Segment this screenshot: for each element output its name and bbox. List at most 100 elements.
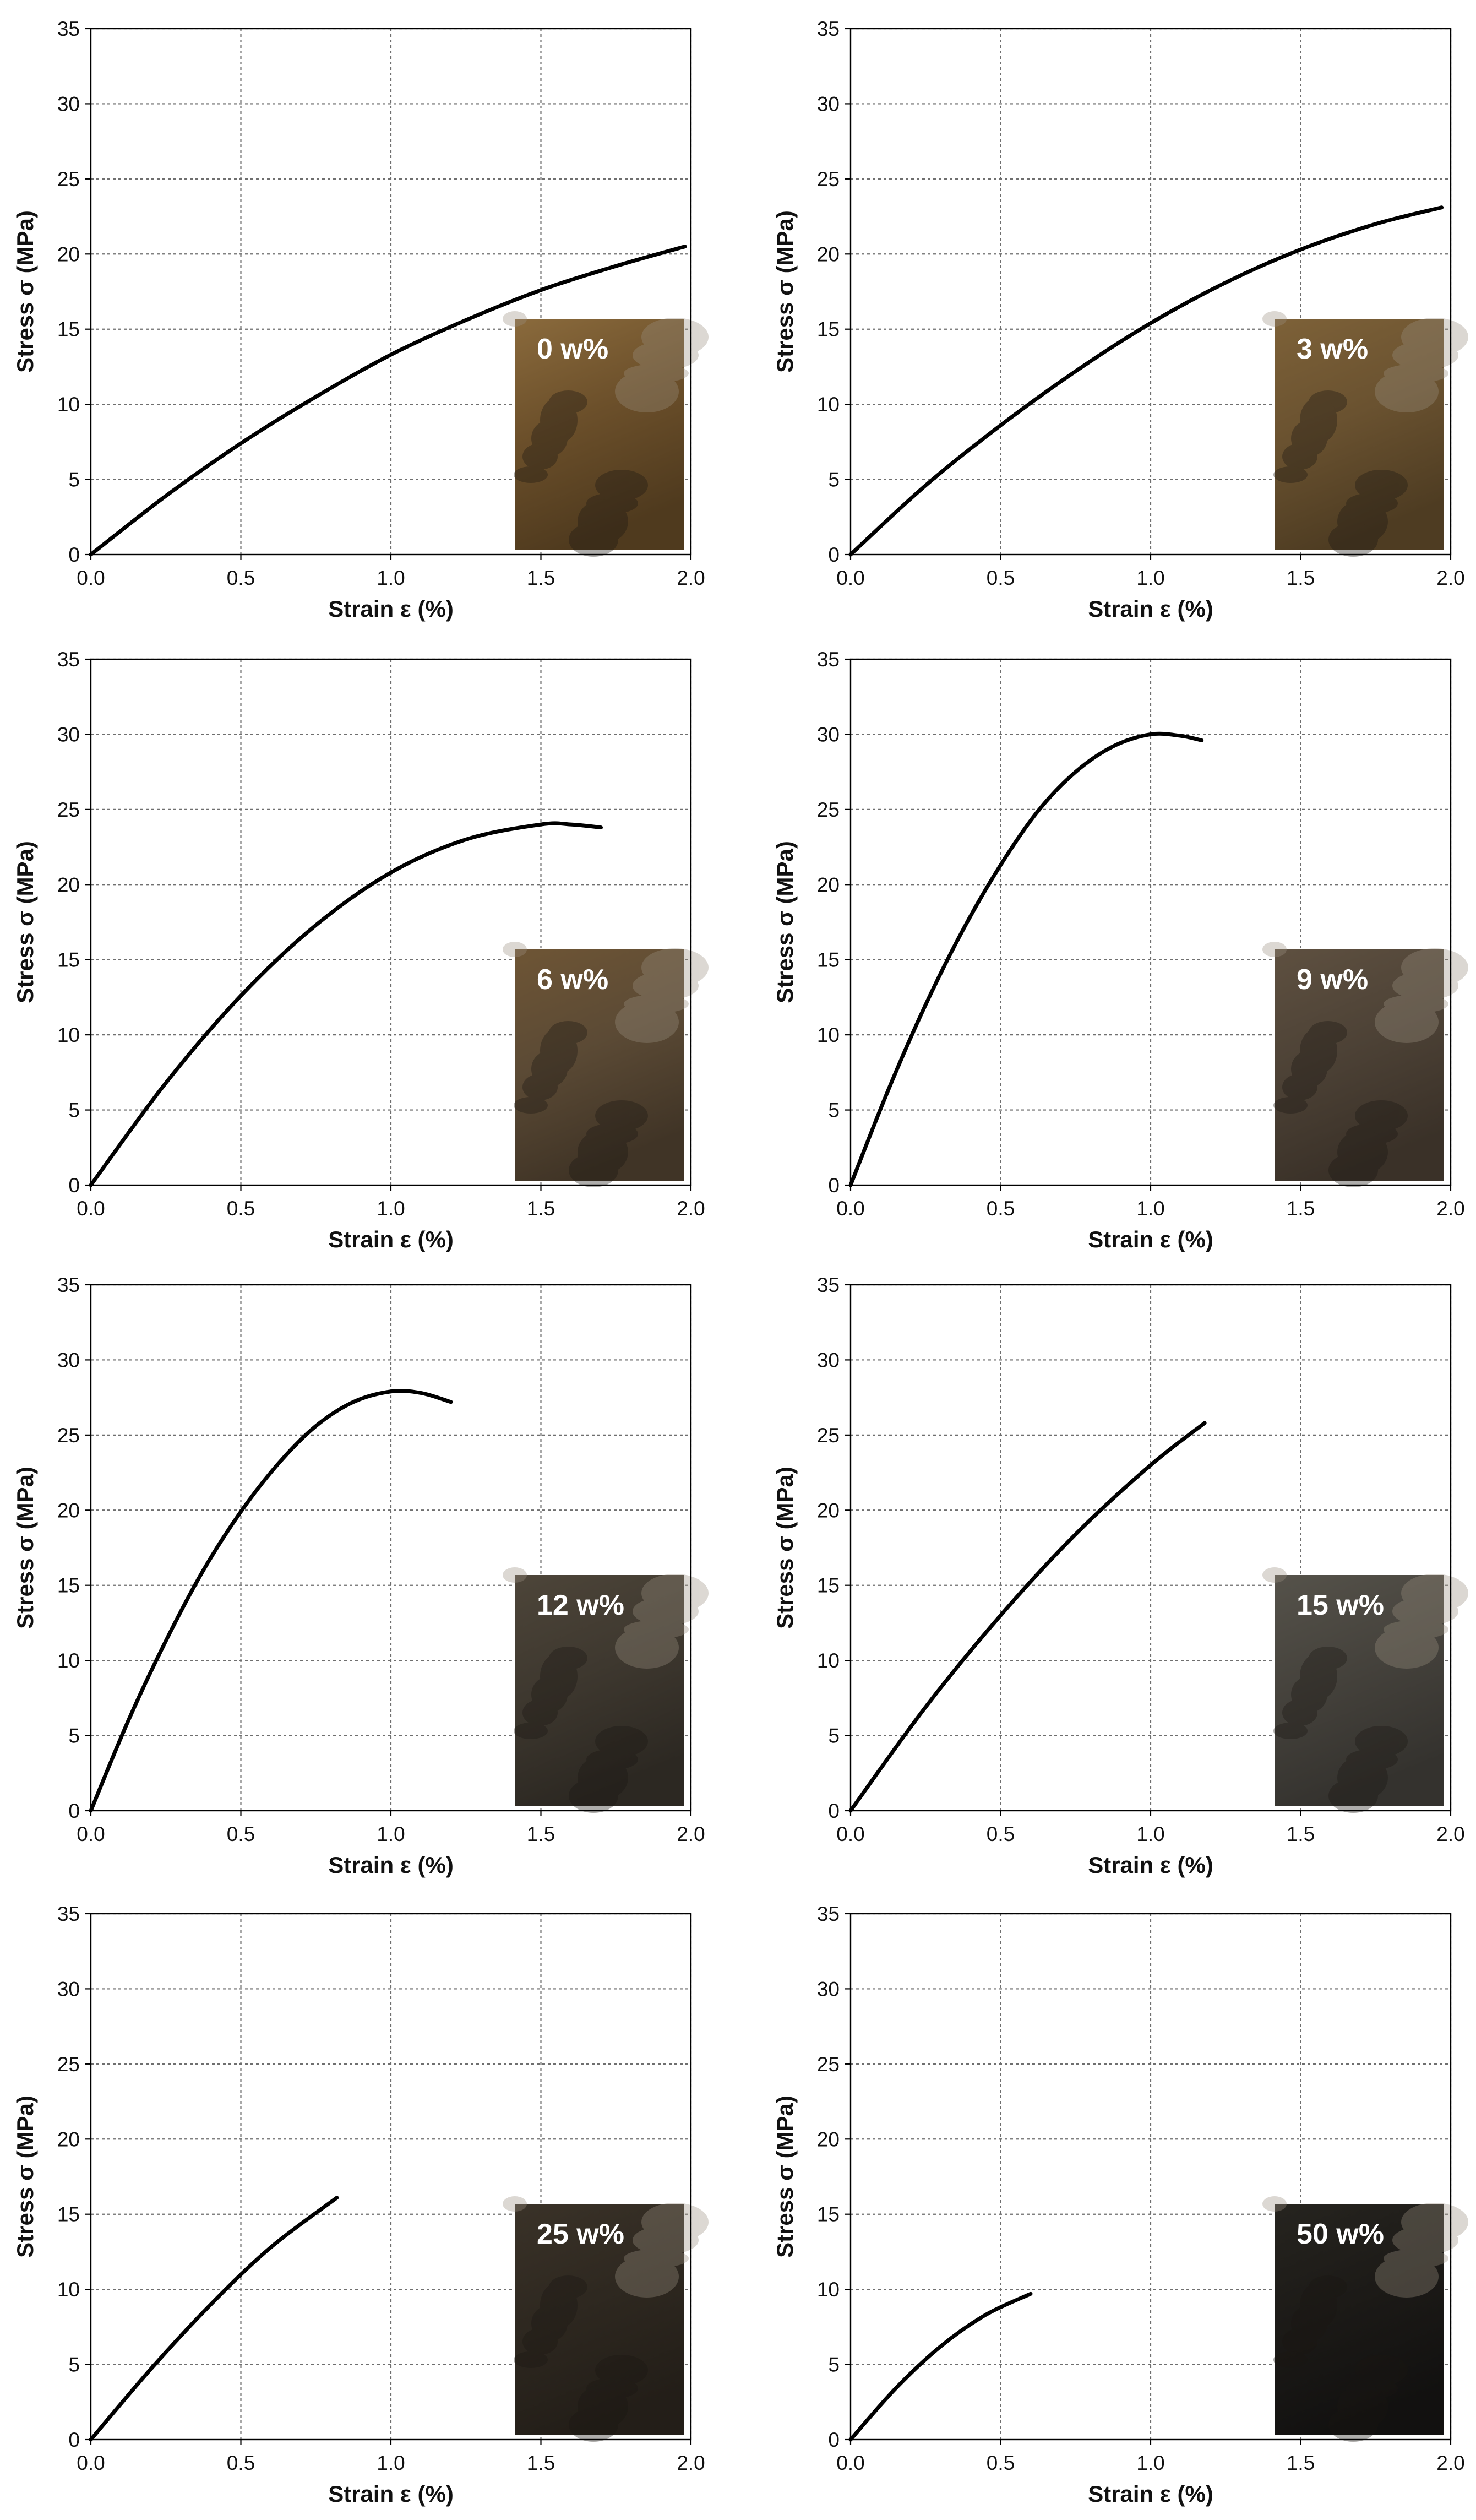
x-tick-label: 1.5: [527, 1823, 555, 1845]
y-axis-title: Stress σ (MPa): [772, 210, 798, 373]
texture-blot: [641, 1574, 709, 1612]
x-tick-label: 1.5: [1287, 2452, 1315, 2474]
texture-blot: [586, 1749, 638, 1770]
y-tick-label: 30: [817, 93, 840, 115]
texture-blot: [641, 948, 709, 987]
sample-photo-texture: [1262, 2196, 1468, 2442]
y-tick-label: 15: [57, 318, 80, 341]
content-label: 0 w%: [537, 333, 608, 365]
y-tick-label: 10: [57, 1024, 80, 1046]
x-tick-label: 1.0: [1136, 2452, 1164, 2474]
y-tick-label: 20: [57, 243, 80, 265]
x-tick-label: 1.5: [1287, 567, 1315, 589]
x-tick-label: 1.5: [1287, 1823, 1315, 1845]
texture-blot: [1392, 341, 1458, 370]
y-axis-title: Stress σ (MPa): [772, 2095, 798, 2258]
stress-strain-curve: [848, 205, 1444, 557]
y-tick-label: 35: [57, 1274, 80, 1296]
sample-photo-inset: [515, 319, 684, 550]
x-tick-label: 2.0: [1436, 1823, 1464, 1845]
y-tick-label: 35: [817, 1903, 840, 1925]
y-axis-title: Stress σ (MPa): [772, 1467, 798, 1629]
texture-blot: [1273, 1723, 1308, 1739]
y-tick-label: 30: [817, 1978, 840, 2000]
x-tick-label: 0.5: [987, 1197, 1015, 1220]
x-tick-label: 0.5: [987, 567, 1015, 589]
texture-blot: [1309, 1021, 1347, 1044]
texture-blot: [540, 2282, 578, 2328]
texture-blot: [514, 2351, 548, 2368]
texture-blot: [1328, 1153, 1378, 1187]
texture-blot: [633, 341, 699, 370]
texture-blot: [1282, 443, 1317, 470]
stress-strain-curve: [89, 1389, 453, 1813]
y-tick-label: 35: [57, 18, 80, 40]
texture-blot: [1355, 470, 1408, 501]
texture-blot: [1346, 2378, 1398, 2399]
texture-blot: [514, 466, 548, 483]
texture-blot: [615, 1001, 679, 1043]
texture-blot: [624, 1620, 689, 1639]
texture-blot: [522, 2328, 558, 2355]
texture-blot: [503, 942, 527, 957]
texture-blot: [549, 1021, 587, 1044]
y-axis-title: Stress σ (MPa): [772, 841, 798, 1003]
texture-blot: [1384, 1620, 1448, 1639]
y-tick-label: 5: [68, 469, 80, 491]
y-tick-label: 30: [57, 723, 80, 746]
x-tick-label: 2.0: [1436, 2452, 1464, 2474]
texture-blot: [1300, 1653, 1337, 1699]
texture-blot: [1337, 499, 1388, 544]
texture-blot: [1337, 2385, 1388, 2429]
x-tick-label: 1.0: [1136, 1197, 1164, 1220]
x-tick-label: 2.0: [677, 567, 705, 589]
texture-blot: [1346, 1749, 1398, 1770]
texture-blot: [1392, 971, 1458, 1000]
y-axis-title: Stress σ (MPa): [12, 1467, 38, 1629]
y-tick-label: 10: [817, 393, 840, 416]
texture-blot: [1337, 1756, 1388, 1800]
gridlines: [91, 1284, 692, 1811]
texture-blot: [624, 364, 689, 383]
y-tick-label: 5: [828, 2354, 840, 2376]
x-tick-label: 2.0: [1436, 567, 1464, 589]
sample-photo-texture: [503, 2196, 709, 2442]
x-axis-title: Strain ε (%): [328, 1852, 454, 1878]
texture-blot: [578, 1130, 628, 1174]
texture-blot: [1262, 1567, 1287, 1583]
y-tick-label: 15: [57, 2203, 80, 2226]
texture-blot: [586, 1123, 638, 1144]
texture-blot: [1273, 1097, 1308, 1114]
texture-blot: [1328, 523, 1378, 557]
x-tick-label: 1.5: [527, 2452, 555, 2474]
y-tick-label: 35: [817, 18, 840, 40]
x-tick-label: 0.5: [227, 567, 255, 589]
y-tick-label: 30: [817, 723, 840, 746]
texture-blot: [1355, 1100, 1408, 1131]
texture-blot: [1328, 1779, 1378, 1813]
texture-blot: [522, 1699, 558, 1726]
texture-blot: [1328, 2408, 1378, 2442]
sample-photo-texture: [503, 942, 709, 1187]
texture-blot: [1375, 2256, 1439, 2298]
content-label: 50 w%: [1297, 2218, 1384, 2250]
texture-blot: [1282, 1074, 1317, 1100]
stress-strain-curve: [848, 2291, 1033, 2442]
y-tick-label: 25: [817, 799, 840, 821]
texture-blot: [578, 1756, 628, 1800]
texture-blot: [549, 2275, 587, 2299]
texture-blot: [1291, 420, 1327, 457]
texture-blot: [1300, 397, 1337, 443]
y-tick-label: 35: [817, 648, 840, 671]
stress-strain-curve: [848, 1421, 1207, 1813]
y-tick-label: 10: [817, 1649, 840, 1672]
texture-blot: [503, 2196, 527, 2212]
x-tick-label: 1.0: [1136, 567, 1164, 589]
y-tick-label: 35: [57, 1903, 80, 1925]
x-tick-label: 0.0: [77, 1823, 105, 1845]
texture-blot: [641, 318, 709, 356]
texture-blot: [586, 2378, 638, 2399]
